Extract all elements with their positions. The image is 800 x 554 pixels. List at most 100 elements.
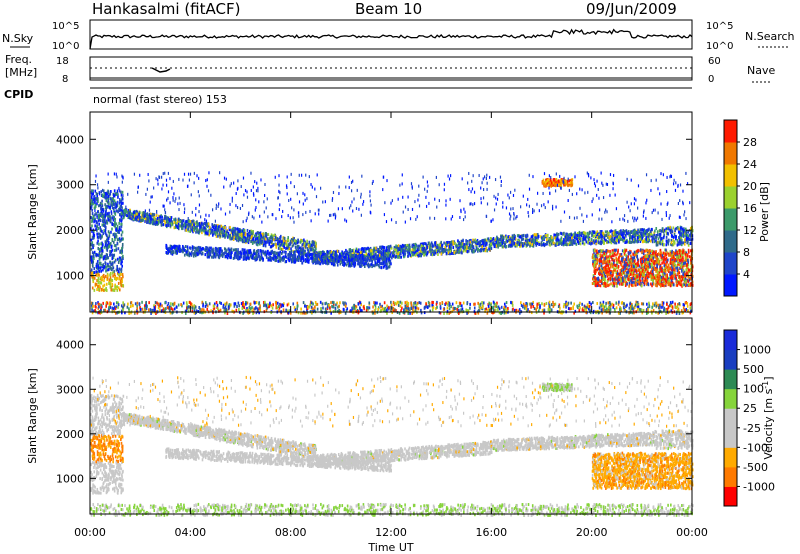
scatter-cell (552, 300, 554, 304)
scatter-cell (115, 248, 118, 252)
scatter-cell (153, 306, 156, 310)
scatter-cell (395, 309, 397, 313)
scatter-cell (104, 243, 107, 247)
scatter-cell (462, 301, 465, 305)
scatter-cell (110, 302, 112, 306)
scatter-cell (106, 248, 109, 252)
scatter-cell (105, 287, 107, 291)
scatter-cell (106, 204, 108, 208)
scatter-cell (119, 256, 121, 260)
scatter-cell (487, 303, 490, 307)
scatter-cell (110, 189, 112, 193)
scatter-cell (195, 309, 198, 313)
scatter-cell (423, 311, 426, 315)
scatter-cell (536, 302, 539, 306)
scatter-cell (114, 235, 117, 239)
scatter-cell (109, 275, 112, 279)
scatter-cell (585, 306, 588, 310)
scatter-cell (374, 311, 376, 315)
scatter-cell (258, 233, 260, 237)
scatter-cell (644, 239, 646, 243)
scatter-cell (567, 243, 570, 247)
scatter-cell (93, 236, 95, 240)
scatter-cell (118, 277, 121, 281)
scatter-cell (104, 308, 107, 312)
scatter-cell (629, 304, 632, 308)
scatter-cell (99, 236, 102, 240)
scatter-cell (329, 309, 332, 313)
scatter-cell (144, 306, 146, 310)
scatter-cell (481, 304, 484, 308)
scatter-cell (161, 304, 163, 308)
scatter-cell (537, 234, 540, 238)
scatter-cell (107, 204, 110, 208)
scatter-cell (124, 311, 126, 315)
scatter-cell (199, 307, 201, 311)
scatter-cell (671, 305, 674, 309)
scatter-cell (358, 306, 361, 310)
scatter-cell (611, 302, 614, 306)
scatter-cell (653, 233, 656, 237)
scatter-cell (233, 304, 236, 308)
scatter-cell (606, 240, 609, 244)
scatter-cell (370, 249, 372, 253)
scatter-cell (481, 301, 483, 305)
scatter-cell (161, 309, 163, 313)
scatter-cell (187, 305, 190, 309)
scatter-cell (120, 215, 123, 219)
scatter-cell (106, 212, 109, 216)
scatter-cell (290, 247, 292, 251)
scatter-cell (572, 307, 574, 311)
scatter-cell (218, 233, 221, 237)
scatter-cell (588, 301, 591, 305)
scatter-cell (319, 300, 322, 304)
scatter-cell (588, 304, 591, 308)
scatter-cell (637, 305, 640, 309)
scatter-cell (474, 249, 476, 253)
scatter-cell (97, 284, 99, 288)
scatter-cell (523, 242, 526, 246)
scatter-cell (411, 306, 414, 310)
scatter-cell (542, 236, 545, 240)
scatter-cell (101, 249, 104, 253)
scatter-cell (570, 301, 572, 305)
scatter-cell (605, 301, 607, 305)
scatter-cell (682, 311, 684, 315)
scatter-cell (101, 199, 103, 203)
scatter-cell (326, 250, 329, 254)
scatter-cell (402, 311, 405, 315)
scatter-cell (534, 235, 536, 239)
scatter-cell (439, 311, 442, 315)
scatter-cell (98, 252, 101, 256)
scatter-cell (123, 303, 126, 307)
scatter-cell (344, 304, 347, 308)
scatter-cell (314, 241, 317, 245)
scatter-cell (91, 301, 94, 305)
scatter-cell (238, 233, 241, 237)
scatter-cell (102, 189, 105, 193)
scatter-cell (400, 249, 403, 253)
scatter-cell (575, 236, 578, 240)
scatter-cell (241, 305, 244, 309)
scatter-cell (574, 239, 576, 243)
scatter-cell (338, 304, 340, 308)
scatter-cell (106, 196, 109, 200)
scatter-cell (592, 234, 595, 238)
scatter-cell (619, 311, 621, 315)
scatter-cell (412, 305, 415, 309)
scatter-cell (92, 198, 95, 202)
scatter-cell (222, 305, 225, 309)
scatter-cell (432, 300, 434, 304)
scatter-cell (437, 252, 439, 256)
scatter-cell (280, 303, 282, 307)
scatter-cell (101, 214, 104, 218)
scatter-cell (189, 229, 191, 233)
scatter-cell (114, 306, 117, 310)
scatter-cell (525, 301, 528, 305)
scatter-cell (439, 305, 442, 309)
scatter-cell (278, 309, 280, 313)
scatter-cell (101, 247, 104, 251)
nave-label: Nave (747, 64, 775, 77)
scatter-cell (334, 309, 337, 313)
scatter-cell (104, 274, 107, 278)
